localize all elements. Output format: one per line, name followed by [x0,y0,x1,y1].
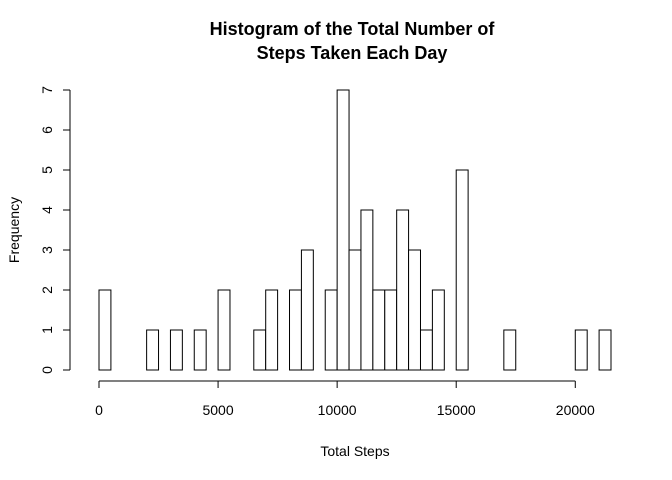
x-axis-label: Total Steps [320,443,389,459]
histogram-bar [455,169,469,371]
histogram-bar [408,249,421,371]
x-tick-label: 10000 [318,402,357,418]
histogram-bar [598,329,612,371]
histogram-bar [503,329,517,371]
histogram-bar [324,289,338,371]
histogram-bar [193,329,207,371]
y-tick-label: 0 [39,366,55,374]
chart-title-line-2: Steps Taken Each Day [257,43,448,63]
bars-group [98,89,612,371]
y-tick-label: 3 [39,246,55,254]
histogram-bar [146,329,160,371]
y-tick-label: 6 [39,126,55,134]
histogram-bar [396,209,410,371]
histogram-bar [217,289,231,371]
y-tick-label: 5 [39,166,55,174]
histogram-bar [360,209,374,371]
histogram-bar [253,329,267,371]
histogram-bar [574,329,588,371]
chart-title-line-1: Histogram of the Total Number of [210,19,496,39]
x-tick-label: 5000 [202,402,233,418]
histogram-bar [289,289,302,371]
histogram-bar [372,289,386,371]
histogram-bar [348,249,362,371]
histogram-bar [431,289,445,371]
y-tick-label: 7 [39,86,55,94]
histogram-bar [169,329,183,371]
y-axis-label: Frequency [6,197,22,263]
x-axis: 0 5000 10000 15000 20000 [95,380,595,418]
y-axis: 0 1 2 3 4 5 6 7 [39,86,71,374]
histogram-bar [98,289,112,371]
histogram-bar [336,89,350,371]
x-tick-label: 15000 [437,402,476,418]
y-tick-label: 2 [39,286,55,294]
histogram-bar [265,289,279,371]
x-tick-label: 20000 [556,402,595,418]
y-tick-label: 4 [39,206,55,214]
histogram-bar [419,329,433,371]
histogram-bar [300,249,314,371]
y-tick-label: 1 [39,326,55,334]
histogram-bar [384,289,398,371]
x-tick-label: 0 [95,402,103,418]
